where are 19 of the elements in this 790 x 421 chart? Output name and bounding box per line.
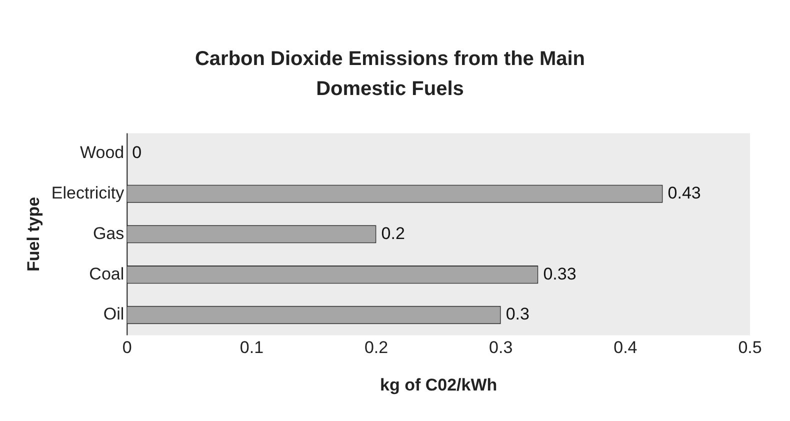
y-tick-label: Coal xyxy=(89,264,124,284)
x-tick-label: 0.5 xyxy=(738,338,762,358)
y-tick-label: Wood xyxy=(80,143,124,162)
y-tick-label: Electricity xyxy=(51,183,125,202)
data-label: 0 xyxy=(132,143,142,162)
x-tick-label: 0 xyxy=(122,338,132,358)
data-label: 0.3 xyxy=(506,304,530,324)
x-tick-label: 0.3 xyxy=(489,338,513,358)
x-tick-label: 0.4 xyxy=(614,338,638,358)
data-label: 0.2 xyxy=(381,224,405,243)
y-axis-title: Fuel type xyxy=(24,196,43,272)
x-tick-label: 0.1 xyxy=(240,338,264,358)
y-tick-label: Oil xyxy=(103,304,124,324)
x-axis-title: kg of C02/kWh xyxy=(380,375,498,394)
data-label: 0.33 xyxy=(543,264,576,284)
chart-title: Carbon Dioxide Emissions from the Main Domestic Fuels xyxy=(194,47,586,102)
y-tick-label: Gas xyxy=(92,224,124,243)
x-tick-label: 0.2 xyxy=(364,338,388,358)
data-label: 0.43 xyxy=(668,183,701,202)
